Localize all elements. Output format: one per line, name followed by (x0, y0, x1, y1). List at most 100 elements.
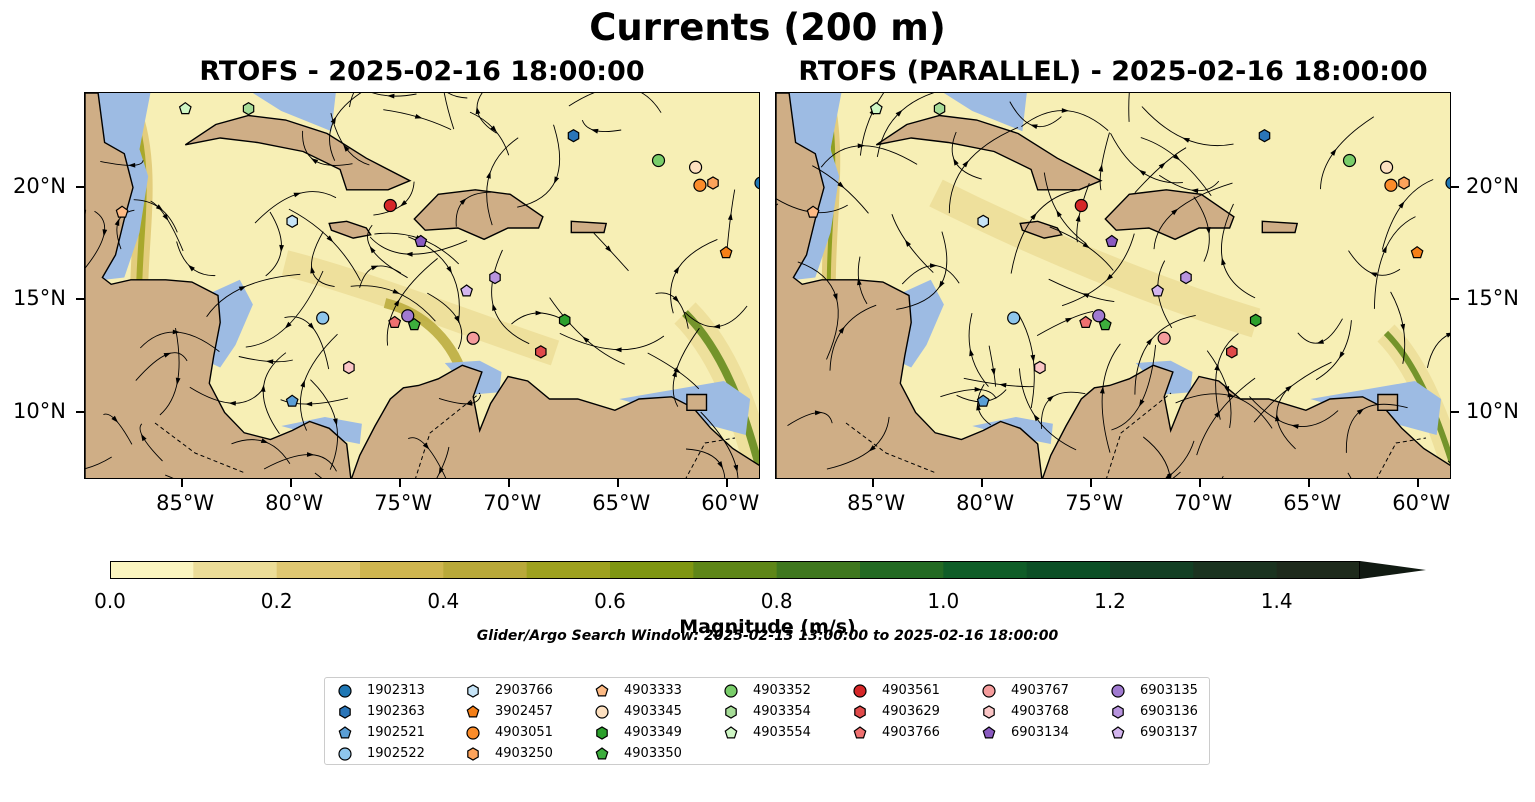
legend-marker-4903561 (853, 683, 867, 698)
platform-marker-4903561 (383, 198, 397, 213)
legend-label: 4903250 (495, 746, 553, 761)
colorbar-segment (526, 561, 611, 579)
legend-label: 4903350 (624, 746, 682, 761)
legend-item-6903136: 6903136 (1110, 701, 1198, 722)
legend-marker-1902313 (338, 683, 352, 698)
south-america-land (1041, 364, 1450, 478)
colorbar-tick-label: 0.0 (94, 589, 126, 613)
colorbar-tick-label: 0.6 (594, 589, 626, 613)
legend-marker-6903136 (1112, 704, 1124, 719)
platform-marker-2903766 (286, 214, 298, 228)
legend-item-4903554: 4903554 (723, 722, 811, 743)
platform-marker-1902313 (1445, 176, 1450, 190)
legend-marker-icon (725, 704, 737, 719)
lon-tick-mark (1308, 479, 1311, 487)
lon-tick-label: 65°W (592, 491, 651, 515)
platform-marker-4903345 (1379, 160, 1394, 174)
platform-marker-4903561 (1074, 198, 1088, 213)
platform-marker-4903354 (933, 102, 946, 116)
shallow-shelf (943, 93, 1027, 132)
colorbar-segment (1026, 561, 1111, 579)
platform-marker-4903768 (343, 360, 355, 375)
colorbar-extend-arrow (1360, 561, 1426, 579)
trinidad-land (1377, 393, 1399, 411)
platform-marker-4903766 (1079, 315, 1093, 328)
jamaica-land (328, 220, 372, 239)
platform-marker-4903766 (388, 315, 402, 328)
colorbar-segment (443, 561, 528, 579)
legend-label: 4903561 (882, 683, 940, 698)
legend-item-2903766: 2903766 (465, 680, 553, 701)
central-america-land (776, 93, 1043, 478)
trinidad-land (686, 393, 708, 411)
platform-marker-6903136 (489, 270, 501, 285)
legend-marker-4903768 (983, 704, 995, 719)
legend-marker-4903350 (595, 746, 609, 759)
lat-tick-label: 20°N (1466, 173, 1519, 198)
lon-tick-mark (508, 479, 511, 487)
colorbar-segment (693, 561, 778, 579)
platform-marker-6903134 (414, 234, 428, 247)
colorbar-tick-label: 0.2 (260, 589, 293, 613)
legend-marker-icon (338, 746, 352, 761)
lat-tick-mark (76, 410, 84, 413)
lon-tick-mark (399, 479, 402, 487)
legend-marker-4903554 (724, 725, 738, 738)
legend-item-6903135: 6903135 (1110, 680, 1198, 701)
platform-marker-3902457 (719, 245, 733, 259)
platform-marker-4903250 (707, 176, 719, 190)
platform-marker-4903352 (1342, 153, 1357, 168)
legend-label: 2903766 (495, 683, 553, 698)
lat-tick-label: 10°N (13, 398, 66, 423)
colorbar (110, 561, 1426, 579)
colorbar-segment (1110, 561, 1194, 579)
legend-item-6903134: 6903134 (981, 722, 1069, 743)
lon-tick-label: 85°W (156, 491, 215, 515)
colorbar-segment (360, 561, 444, 579)
legend-marker-1902363 (339, 704, 351, 719)
legend-label: 4903767 (1011, 683, 1069, 698)
legend-label: 4903333 (624, 683, 682, 698)
legend-label: 6903136 (1140, 704, 1198, 719)
legend-label: 6903135 (1140, 683, 1198, 698)
lon-tick-mark (726, 479, 729, 487)
lon-tick-mark (1199, 479, 1202, 487)
lon-tick-label: 60°W (701, 491, 760, 515)
legend-marker-icon (595, 683, 609, 696)
legend-marker-icon (467, 683, 479, 698)
south-america-land (350, 364, 759, 478)
colorbar-segment (110, 561, 194, 579)
colorbar-tick-label: 1.2 (1094, 589, 1126, 613)
lat-tick-mark (1451, 185, 1459, 188)
lon-tick-label: 75°W (1065, 491, 1124, 515)
map-panel-rtofs (84, 92, 760, 479)
legend-item-1902363: 1902363 (337, 701, 425, 722)
legend-marker-4903333 (595, 683, 609, 696)
lon-tick-mark (290, 479, 293, 487)
legend-label: 1902522 (367, 746, 425, 761)
platform-marker-2903766 (977, 214, 989, 228)
legend-label: 4903051 (495, 725, 553, 740)
legend-label: 4903354 (753, 704, 811, 719)
lat-tick-label: 15°N (13, 286, 66, 310)
lon-tick-label: 70°W (1174, 491, 1233, 515)
legend-marker-icon (724, 683, 738, 698)
legend-label: 4903554 (753, 725, 811, 740)
platform-marker-1902363 (567, 129, 580, 143)
legend-label: 4903766 (882, 725, 940, 740)
central-america-land (85, 93, 352, 478)
legend-label: 4903768 (1011, 704, 1069, 719)
legend-label: 6903134 (1011, 725, 1069, 740)
colorbar-segment (860, 561, 944, 579)
lat-tick-mark (1451, 410, 1459, 413)
search-window-caption: Glider/Argo Search Window: 2025-02-13 13… (476, 628, 1059, 644)
cuba-land (184, 114, 412, 191)
legend-item-4903345: 4903345 (594, 701, 682, 722)
legend-marker-icon (466, 725, 480, 740)
legend-marker-icon (339, 704, 351, 719)
colorbar-segment (1193, 561, 1278, 579)
platform-marker-4903250 (1398, 176, 1410, 190)
hispaniola-land (1104, 189, 1235, 241)
legend-marker-6903137 (1111, 725, 1125, 738)
lat-tick-mark (76, 298, 84, 300)
